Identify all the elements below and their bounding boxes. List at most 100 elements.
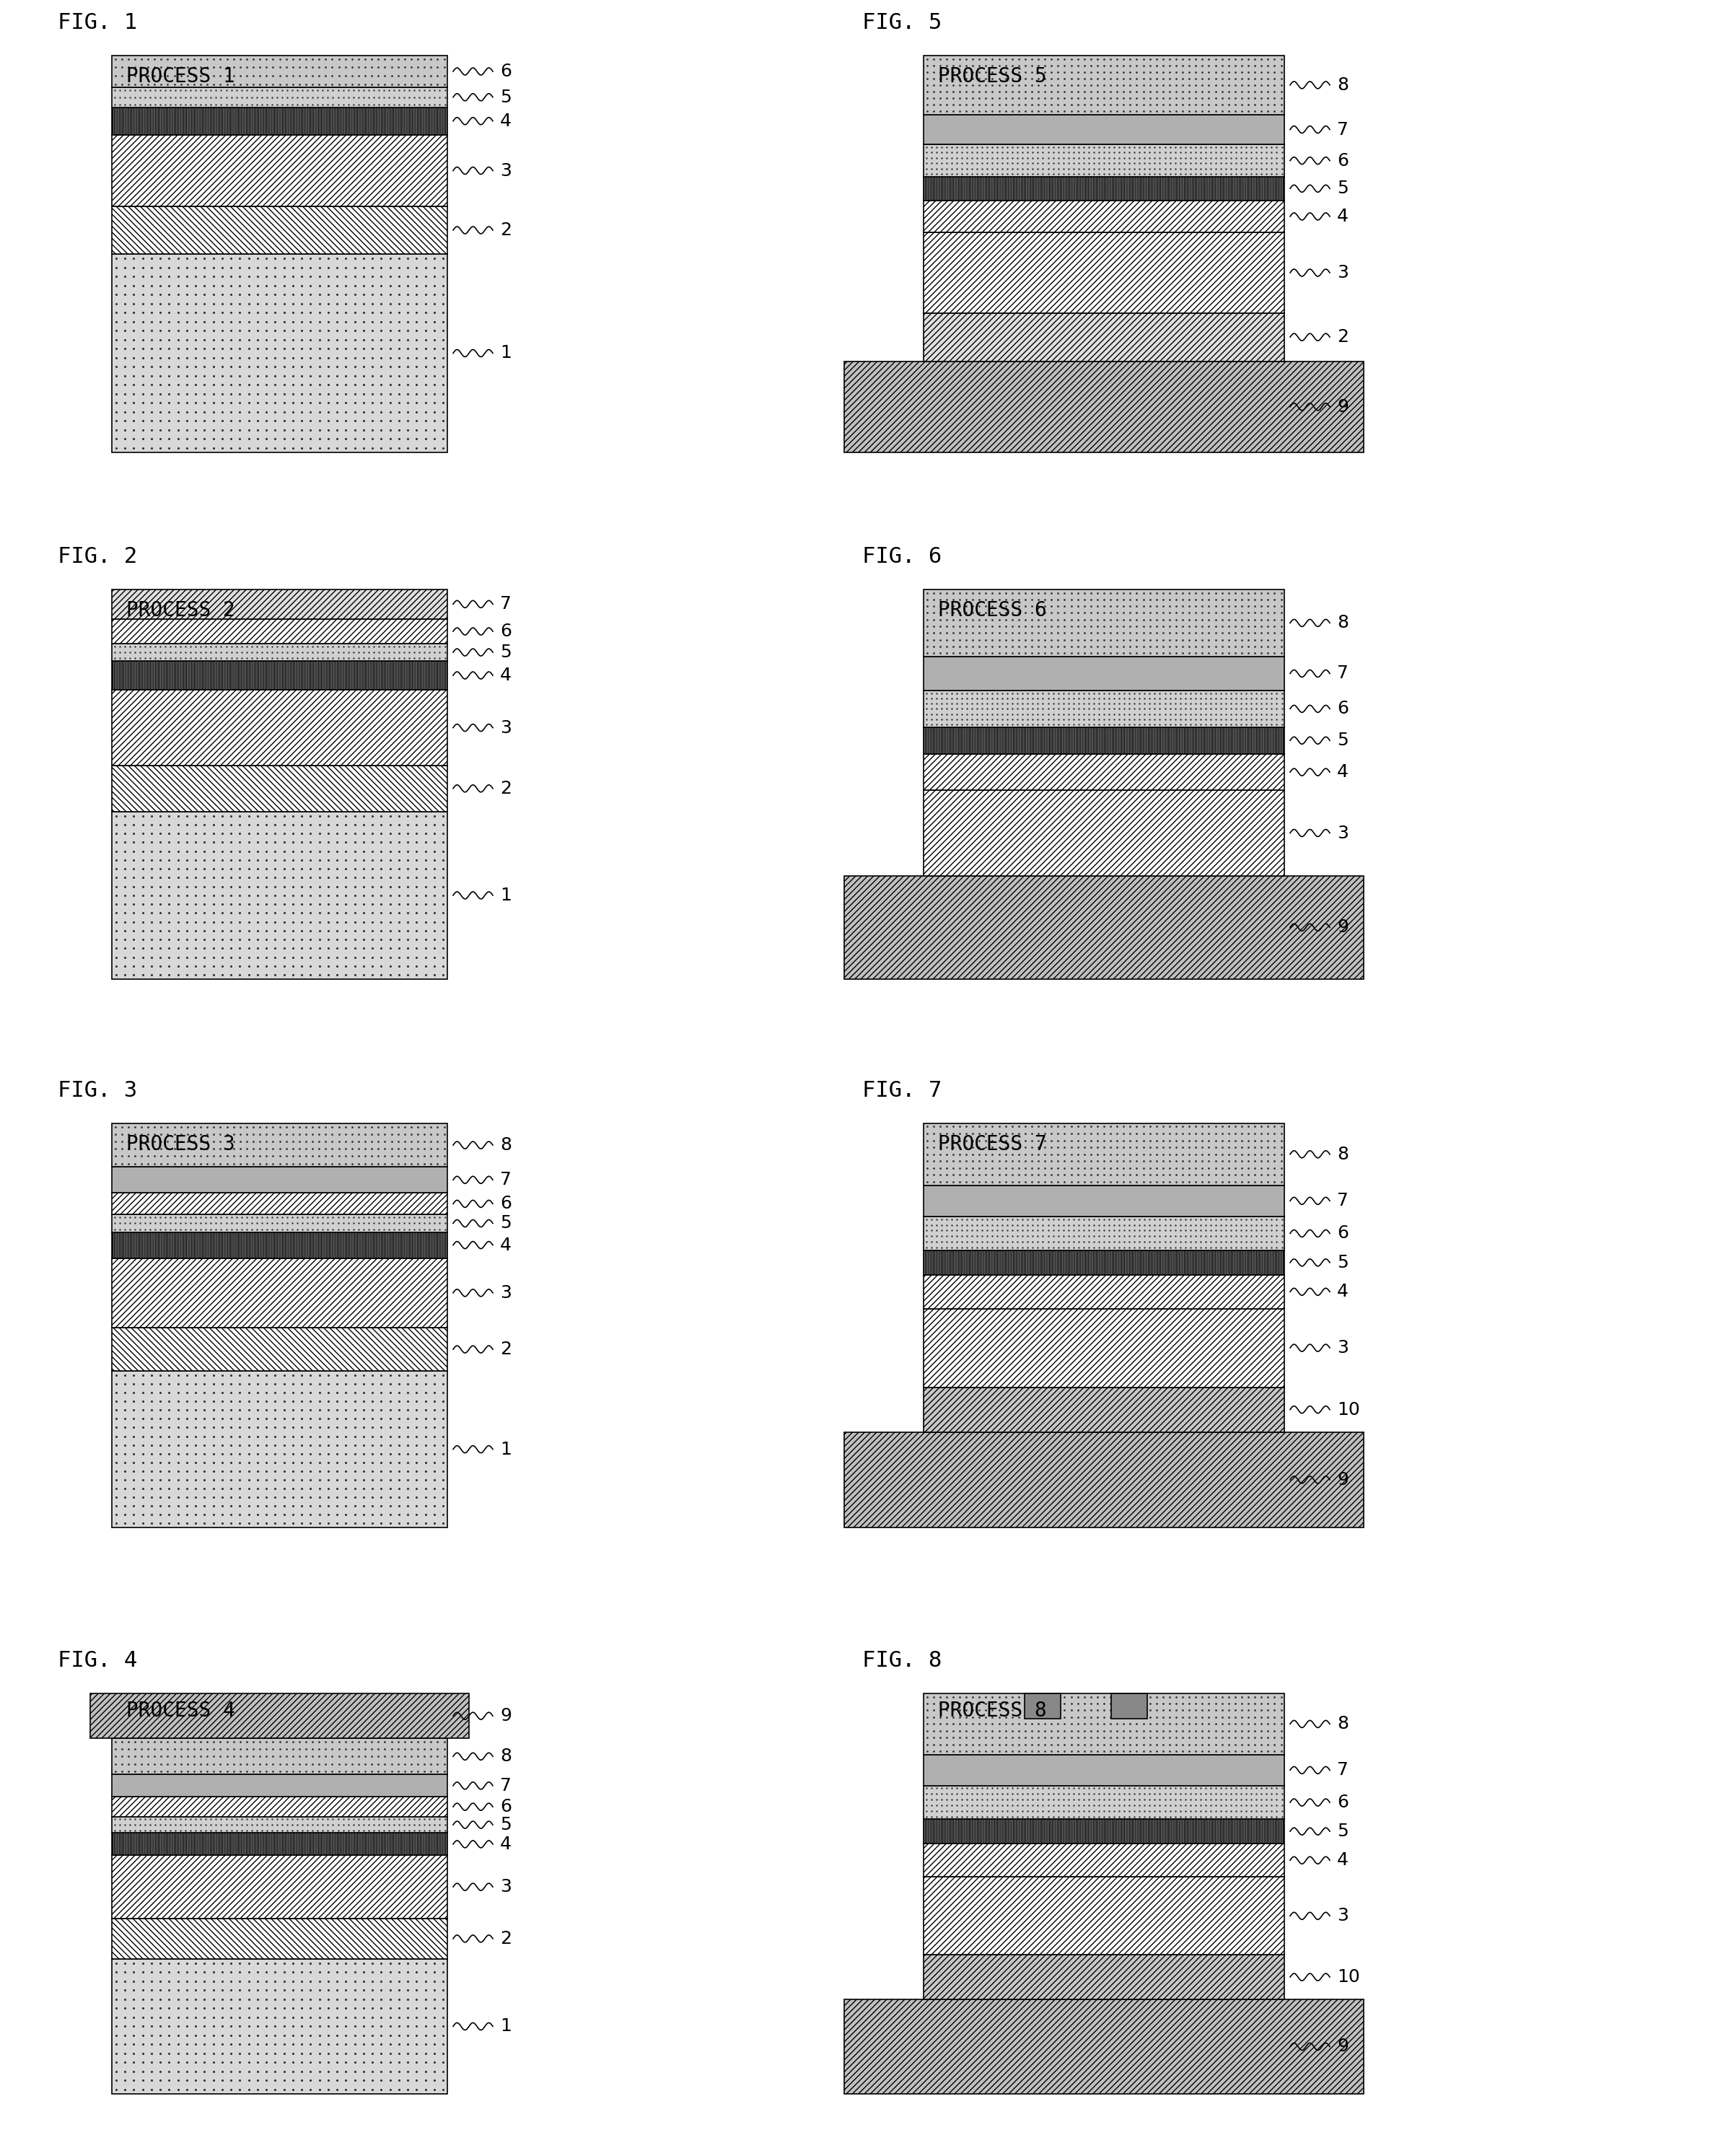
Text: PROCESS 8: PROCESS 8	[937, 1701, 1047, 1721]
Bar	[1024, 1693, 1061, 1718]
Bar	[924, 56, 1285, 114]
Text: 4: 4	[500, 1837, 512, 1854]
Text: 4: 4	[500, 666, 512, 683]
Text: 4: 4	[1337, 1282, 1349, 1300]
Bar	[924, 314, 1285, 361]
Bar	[111, 56, 448, 88]
Bar	[111, 690, 448, 765]
Text: 7: 7	[500, 1776, 512, 1794]
Bar	[111, 135, 448, 206]
Text: 5: 5	[500, 644, 512, 662]
Text: 3: 3	[500, 1285, 512, 1302]
Bar	[111, 1166, 448, 1192]
Bar	[111, 1214, 448, 1233]
Bar	[111, 1856, 448, 1918]
Text: FIG. 7: FIG. 7	[863, 1080, 941, 1102]
Text: 3: 3	[1337, 1907, 1349, 1925]
Bar	[111, 1370, 448, 1527]
Text: 2: 2	[500, 1931, 512, 1948]
Text: 2: 2	[500, 221, 512, 238]
Bar	[111, 1259, 448, 1327]
Bar	[924, 114, 1285, 144]
Text: 7: 7	[1337, 1761, 1349, 1779]
Text: 8: 8	[1337, 1145, 1349, 1162]
Text: 8: 8	[1337, 77, 1349, 95]
Text: 2: 2	[1337, 329, 1349, 346]
Text: 5: 5	[1337, 1824, 1349, 1841]
Text: 3: 3	[500, 1877, 512, 1895]
Text: 6: 6	[1337, 153, 1349, 170]
Text: 8: 8	[500, 1136, 512, 1153]
Text: 6: 6	[500, 1798, 512, 1815]
Bar	[844, 361, 1364, 453]
Text: 5: 5	[500, 88, 512, 105]
Bar	[924, 1955, 1285, 2000]
Text: 9: 9	[1337, 1471, 1349, 1489]
Text: 5: 5	[1337, 1254, 1349, 1272]
Bar	[111, 1918, 448, 1959]
Bar	[844, 876, 1364, 979]
Bar	[111, 589, 448, 619]
Text: 4: 4	[1337, 763, 1349, 780]
Bar	[111, 1123, 448, 1166]
Bar	[924, 1755, 1285, 1785]
Bar	[924, 232, 1285, 314]
Bar	[111, 1327, 448, 1370]
Text: 7: 7	[1337, 120, 1349, 137]
Bar	[90, 1693, 469, 1738]
Text: 7: 7	[1337, 1192, 1349, 1209]
Bar	[924, 790, 1285, 876]
Bar	[924, 1819, 1285, 1843]
Text: 1: 1	[500, 2017, 512, 2034]
Text: FIG. 8: FIG. 8	[863, 1650, 941, 1671]
Bar	[924, 690, 1285, 726]
Bar	[924, 1216, 1285, 1250]
Bar	[111, 88, 448, 107]
Text: 10: 10	[1337, 1968, 1359, 1985]
Bar	[924, 200, 1285, 232]
Text: 4: 4	[1337, 1852, 1349, 1869]
Bar	[111, 253, 448, 453]
Text: 3: 3	[1337, 825, 1349, 842]
Text: 5: 5	[1337, 180, 1349, 198]
Bar	[844, 2000, 1364, 2094]
Text: 7: 7	[500, 1171, 512, 1188]
Text: 8: 8	[1337, 1716, 1349, 1733]
Bar	[924, 754, 1285, 790]
Text: 9: 9	[1337, 2038, 1349, 2056]
Text: FIG. 2: FIG. 2	[57, 546, 137, 567]
Bar	[924, 144, 1285, 176]
Bar	[924, 1388, 1285, 1433]
Bar	[924, 1877, 1285, 1955]
Bar	[924, 1693, 1285, 1755]
Text: 7: 7	[1337, 666, 1349, 683]
Text: 9: 9	[500, 1708, 512, 1725]
Text: PROCESS 2: PROCESS 2	[127, 599, 234, 621]
Text: 4: 4	[500, 112, 512, 129]
Text: 3: 3	[1337, 264, 1349, 281]
Bar	[111, 644, 448, 662]
Bar	[924, 1186, 1285, 1216]
Bar	[111, 1959, 448, 2094]
Text: 1: 1	[500, 1441, 512, 1458]
Bar	[111, 206, 448, 253]
Bar	[924, 232, 1285, 314]
Bar	[111, 690, 448, 765]
Bar	[111, 1774, 448, 1798]
Text: 8: 8	[1337, 614, 1349, 632]
Text: 6: 6	[500, 623, 512, 640]
Bar	[111, 619, 448, 644]
Bar	[924, 790, 1285, 876]
Text: PROCESS 4: PROCESS 4	[127, 1701, 234, 1721]
Bar	[924, 176, 1285, 200]
Text: PROCESS 7: PROCESS 7	[937, 1134, 1047, 1153]
Text: 10: 10	[1337, 1400, 1359, 1418]
Text: PROCESS 6: PROCESS 6	[937, 599, 1047, 621]
Text: 1: 1	[500, 887, 512, 904]
Text: 2: 2	[500, 780, 512, 797]
Bar	[924, 726, 1285, 754]
Bar	[924, 1785, 1285, 1819]
Bar	[111, 135, 448, 206]
Text: FIG. 1: FIG. 1	[57, 13, 137, 32]
Text: 8: 8	[500, 1748, 512, 1766]
